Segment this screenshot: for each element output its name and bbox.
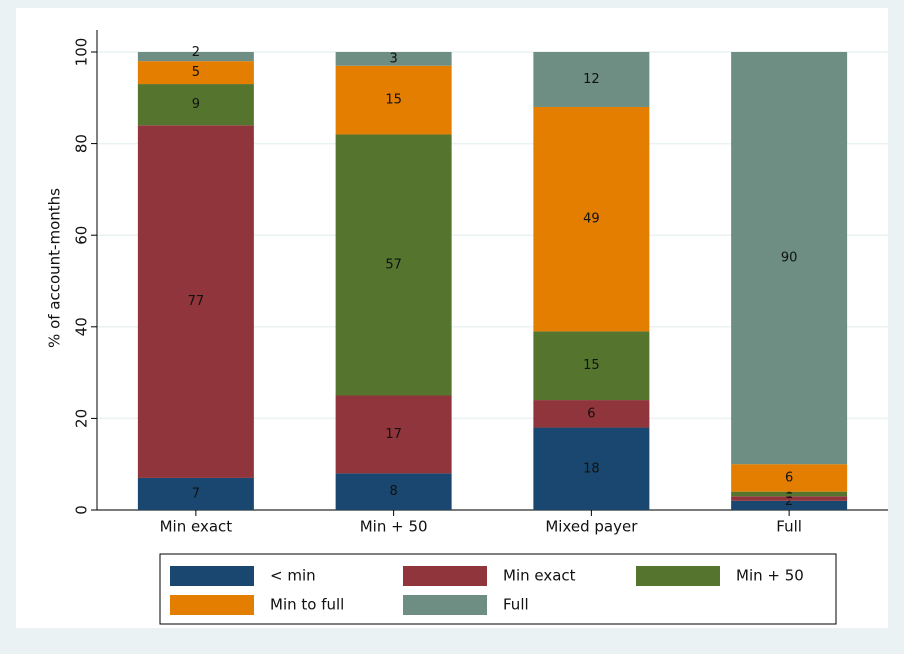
data-label: 2 — [785, 494, 793, 509]
bar-segment — [335, 52, 452, 66]
bar-segment — [731, 464, 848, 492]
legend-swatch — [403, 595, 487, 615]
y-tick-label: 60 — [73, 226, 91, 245]
legend-swatch — [403, 566, 487, 586]
data-label: 17 — [385, 427, 402, 442]
bar-segment — [335, 65, 452, 135]
y-tick-label: 20 — [73, 409, 91, 428]
legend-label: Min exact — [503, 567, 576, 585]
bar-segment — [731, 52, 848, 465]
y-tick-label: 80 — [73, 134, 91, 153]
bar-segment — [731, 500, 848, 510]
data-label: 6 — [785, 470, 793, 485]
x-tick-label: Min exact — [160, 518, 233, 536]
bar-segment — [533, 331, 650, 401]
x-tick-label: Min + 50 — [360, 518, 428, 536]
bar-segment — [731, 496, 848, 501]
x-tick-label: Mixed payer — [545, 518, 638, 536]
bar-segment — [533, 400, 650, 428]
data-label: 6 — [587, 406, 595, 421]
bar-segment — [335, 134, 452, 396]
bar-segment — [335, 395, 452, 474]
bar-segment — [137, 477, 254, 510]
legend-label: Min + 50 — [736, 567, 804, 585]
data-label: 18 — [583, 461, 600, 476]
legend-box — [159, 553, 837, 625]
y-axis-title: % of account-months — [46, 188, 64, 348]
data-label: 8 — [389, 484, 397, 499]
y-tick-label: 0 — [73, 505, 91, 515]
data-label: 5 — [192, 65, 200, 80]
bar-segment — [137, 52, 254, 62]
data-label: 15 — [385, 93, 402, 108]
data-label: 2 — [192, 45, 200, 60]
legend-label: Min to full — [270, 596, 344, 614]
legend-swatch — [170, 595, 254, 615]
data-label: 77 — [188, 294, 205, 309]
x-tick-label: Full — [776, 518, 802, 536]
data-label: 7 — [192, 486, 200, 501]
legend-swatch — [170, 566, 254, 586]
legend-label: < min — [270, 567, 316, 585]
legend-label: Full — [503, 596, 529, 614]
legend-swatch — [636, 566, 720, 586]
bar-segment — [335, 473, 452, 510]
data-label: 90 — [781, 251, 798, 266]
bar-segment — [137, 84, 254, 126]
data-label: 15 — [583, 358, 600, 373]
y-tick-label: 40 — [73, 317, 91, 336]
data-label: 9 — [192, 97, 200, 112]
y-tick-label: 100 — [73, 38, 91, 67]
bar-segment — [533, 427, 650, 510]
bar-segment — [137, 61, 254, 85]
bar-segment — [533, 106, 650, 332]
bar-segment — [731, 491, 848, 497]
data-label: 12 — [583, 72, 600, 87]
bar-segment — [137, 125, 254, 478]
bar-segment — [533, 52, 650, 107]
data-label: 3 — [389, 51, 397, 66]
data-label: 49 — [583, 212, 600, 227]
data-label: 57 — [385, 257, 402, 272]
